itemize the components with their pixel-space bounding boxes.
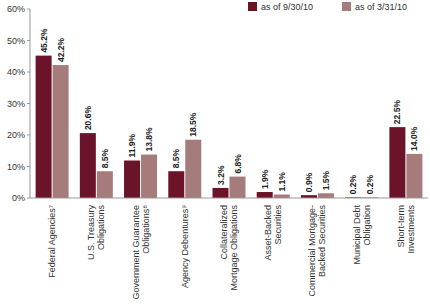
bar <box>185 140 201 198</box>
data-label: 1.9% <box>260 169 270 189</box>
y-tick-label: 10% <box>7 162 25 172</box>
x-tick-label-line: Agency Debentures⁹ <box>180 205 190 288</box>
x-tick-label-line: Commercial Mortgage- <box>307 205 317 297</box>
bars <box>36 56 423 198</box>
legend-swatch <box>342 2 351 11</box>
y-tick-label: 20% <box>7 130 25 140</box>
y-tick-label: 30% <box>7 99 25 109</box>
x-label-group: Federal Agencies⁷ <box>47 205 57 278</box>
x-label-group: U.S. TreasuryObligations <box>86 205 106 261</box>
data-label: 6.8% <box>233 154 243 174</box>
legend-label: as of 3/31/10 <box>355 2 407 12</box>
x-label-group: CollateralizedMortgage Obligations <box>219 205 239 291</box>
x-label-group: Asset-BackedSecurities <box>263 205 283 261</box>
bar <box>389 127 405 198</box>
data-label: 45.2% <box>39 28 49 53</box>
x-tick-label: CollateralizedMortgage Obligations <box>219 205 239 291</box>
bar <box>97 171 113 198</box>
data-label: 18.5% <box>188 112 198 137</box>
x-tick-label-line: Backed Securities <box>317 205 327 278</box>
y-axis <box>30 9 31 198</box>
x-tick-label-line: Government Guarantee <box>131 205 141 300</box>
chart: 0% 10% 20% 30% 40% 50% 60% 45.2% 20.6% 11.9% 8.5% 3… <box>0 0 430 304</box>
bar <box>274 195 290 198</box>
data-label: 8.5% <box>171 148 181 168</box>
x-tick-label-line: Municipal Debt <box>352 205 362 265</box>
x-label-group: Agency Debentures⁹ <box>180 205 190 288</box>
x-tick-label: Asset-BackedSecurities <box>263 205 283 261</box>
data-label: 1.1% <box>277 172 287 192</box>
x-tick-label: Short-termInvestments <box>396 205 416 254</box>
bar <box>318 193 334 198</box>
legend-swatch <box>248 2 257 11</box>
bar <box>406 154 422 198</box>
data-labels: 45.2% 20.6% 11.9% 8.5% 3.2% 1.9% 0.9% 0.2% 22.5%… <box>39 28 420 194</box>
bar <box>36 56 52 198</box>
bar <box>230 177 246 198</box>
x-tick-label-line: Short-term <box>396 205 406 248</box>
bar <box>168 171 184 198</box>
x-axis <box>30 198 428 199</box>
x-tick-label: Federal Agencies⁷ <box>47 205 57 278</box>
data-label: 0.2% <box>365 175 375 195</box>
data-label: 22.5% <box>392 100 402 125</box>
bar <box>53 65 69 198</box>
x-tick-label: Commercial Mortgage-Backed Securities <box>307 205 327 297</box>
legend: as of 9/30/10 as of 3/31/10 <box>248 2 407 12</box>
data-label: 20.6% <box>83 106 93 131</box>
data-label: 0.9% <box>304 172 314 192</box>
data-label: 11.9% <box>127 133 137 157</box>
x-label-group: Municipal DebtObligation <box>352 205 372 265</box>
x-tick-label-line: Federal Agencies⁷ <box>47 205 57 278</box>
y-tick-label: 60% <box>7 4 25 14</box>
x-tick-label-line: Obligations⁸ <box>141 205 151 254</box>
y-tick-label: 50% <box>7 36 25 46</box>
data-label: 14.0% <box>409 126 419 151</box>
x-tick-label-line: U.S. Treasury <box>86 205 96 261</box>
data-label: 1.5% <box>321 170 331 190</box>
x-tick-label-line: Asset-Backed <box>263 205 273 261</box>
bar <box>257 192 273 198</box>
x-label-group: Short-termInvestments <box>396 205 416 254</box>
bar <box>213 188 229 198</box>
x-tick-label: Government GuaranteeObligations⁸ <box>131 205 151 300</box>
data-label: 13.8% <box>144 127 154 152</box>
data-label: 8.5% <box>100 148 110 168</box>
x-tick-label: Municipal DebtObligation <box>352 205 372 265</box>
data-label: 42.2% <box>56 38 66 63</box>
bar <box>124 161 140 198</box>
bar <box>80 133 96 198</box>
x-label-group: Government GuaranteeObligations⁸ <box>131 205 151 300</box>
x-tick-label-line: Collateralized <box>219 205 229 260</box>
x-tick-label-line: Obligations <box>96 205 106 251</box>
x-tick-label-line: Obligation <box>362 205 372 246</box>
legend-label: as of 9/30/10 <box>261 2 313 12</box>
x-tick-label: Agency Debentures⁹ <box>180 205 190 288</box>
bar <box>141 155 157 198</box>
x-tick-label: U.S. TreasuryObligations <box>86 205 106 261</box>
x-tick-label-line: Investments <box>406 205 416 254</box>
y-tick-label: 40% <box>7 67 25 77</box>
data-label: 3.2% <box>216 165 226 185</box>
x-tick-label-line: Mortgage Obligations <box>229 205 239 291</box>
x-label-group: Commercial Mortgage-Backed Securities <box>307 205 327 297</box>
x-tick-label-line: Securities <box>273 205 283 245</box>
y-tick-label: 0% <box>12 193 25 203</box>
data-label: 0.2% <box>348 175 358 195</box>
